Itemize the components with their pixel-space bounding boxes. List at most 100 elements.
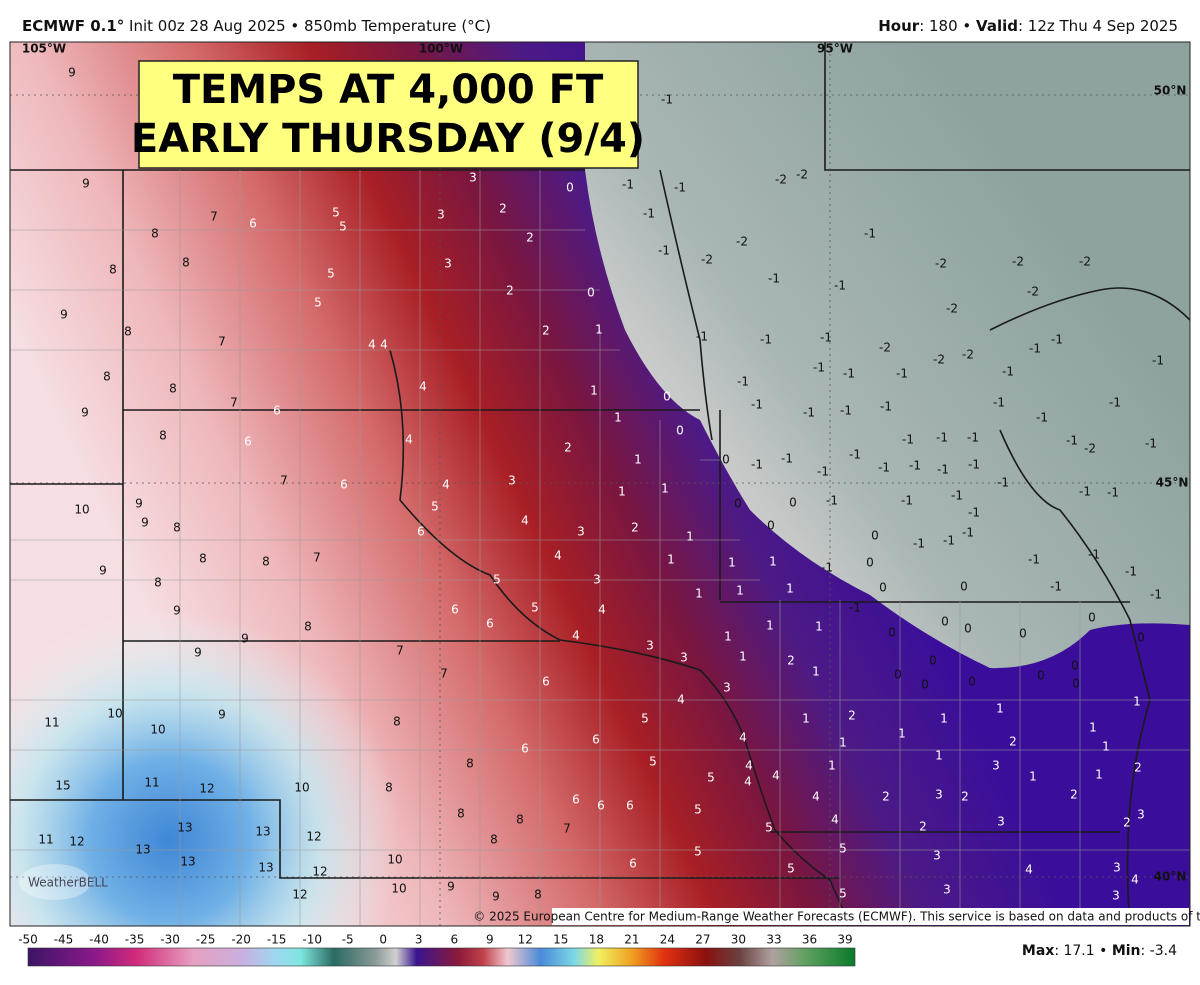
color-bar-tick-label: 27 (695, 933, 710, 947)
value-label: -1 (968, 458, 980, 472)
value-label: -1 (751, 398, 763, 412)
value-label: 13 (255, 825, 270, 839)
value-label: 10 (150, 723, 165, 737)
value-label: 1 (739, 650, 747, 664)
color-bar-tick-label: 0 (379, 933, 387, 947)
value-label: -1 (781, 452, 793, 466)
value-label: -1 (968, 506, 980, 520)
value-label: 1 (595, 323, 603, 337)
copyright-box (552, 908, 1189, 925)
value-label: -1 (1145, 437, 1157, 451)
value-label: 8 (151, 227, 159, 241)
color-bar-tick-label: 33 (766, 933, 781, 947)
value-label: 0 (1019, 627, 1027, 641)
value-label: 10 (107, 707, 122, 721)
value-label: 3 (943, 883, 951, 897)
value-label: 4 (745, 759, 753, 773)
color-bar-tick-label: 3 (415, 933, 423, 947)
value-label: 6 (542, 675, 550, 689)
lat-label: 45°N (1156, 476, 1189, 490)
value-label: -1 (1028, 553, 1040, 567)
value-label: 6 (249, 217, 257, 231)
value-label: 4 (572, 629, 580, 643)
value-label: 6 (244, 435, 252, 449)
value-label: -1 (937, 463, 949, 477)
valid-value: : 12z Thu 4 Sep 2025 (1017, 17, 1178, 35)
value-label: 4 (554, 549, 562, 563)
value-label: -1 (880, 400, 892, 414)
header-right: Hour: 180 • Valid: 12z Thu 4 Sep 2025 (878, 17, 1178, 35)
color-bar-tick-label: 24 (660, 933, 675, 947)
value-label: 2 (961, 790, 969, 804)
value-label: 5 (694, 845, 702, 859)
value-label: 1 (724, 630, 732, 644)
value-label: 5 (332, 206, 340, 220)
value-label: 12 (312, 865, 327, 879)
value-label: -1 (1036, 411, 1048, 425)
lat-label: 50°N (1154, 84, 1187, 98)
value-label: 5 (431, 500, 439, 514)
borders (10, 42, 1190, 926)
value-label: 9 (81, 406, 89, 420)
value-label: -1 (813, 361, 825, 375)
value-label: -2 (796, 168, 808, 182)
value-label: 3 (646, 639, 654, 653)
value-label: -1 (936, 431, 948, 445)
value-label: 9 (99, 564, 107, 578)
value-label: 0 (941, 615, 949, 629)
value-label: 4 (598, 603, 606, 617)
value-label: 6 (521, 742, 529, 756)
value-label: 1 (661, 482, 669, 496)
value-label: -1 (751, 458, 763, 472)
value-label: 6 (417, 525, 425, 539)
value-label: 9 (218, 708, 226, 722)
value-label: -1 (661, 93, 673, 107)
value-label: 5 (707, 771, 715, 785)
value-label: 5 (839, 887, 847, 901)
value-label: 4 (739, 731, 747, 745)
value-label: 3 (593, 573, 601, 587)
value-label: 4 (442, 478, 450, 492)
color-bar-ticks: -50 -45 -40 -35 -30 -25 -20 -15 -10 -5 0 3 6 9 12 15 18 2… (18, 933, 852, 947)
value-label: 1 (940, 712, 948, 726)
value-label: 5 (531, 601, 539, 615)
value-label: 5 (339, 220, 347, 234)
value-label: 12 (69, 835, 84, 849)
value-label: 2 (848, 709, 856, 723)
color-bar-tick-label: -40 (89, 933, 109, 947)
value-label: 9 (194, 646, 202, 660)
value-label: -1 (896, 367, 908, 381)
value-label: 0 (676, 424, 684, 438)
logo: WeatherBELL (28, 876, 108, 890)
value-label: 1 (614, 411, 622, 425)
value-label: -1 (993, 396, 1005, 410)
value-label: 2 (526, 231, 534, 245)
value-label: 0 (566, 181, 574, 195)
value-label: -1 (696, 330, 708, 344)
color-bar-tick-label: 6 (450, 933, 458, 947)
title-line: EARLY THURSDAY (9/4) (131, 116, 645, 162)
value-label: 0 (789, 496, 797, 510)
color-bar-tick-label: -45 (54, 933, 74, 947)
cool-region (585, 42, 1190, 669)
value-label: 2 (882, 790, 890, 804)
hour-value: : 180 • (919, 17, 977, 35)
value-label: -1 (1079, 485, 1091, 499)
value-label: 3 (437, 208, 445, 222)
title-box (138, 60, 639, 169)
value-label: 4 (677, 693, 685, 707)
value-label: 1 (1095, 768, 1103, 782)
lon-label: 105°W (22, 42, 66, 56)
color-bar-tick-label: 21 (624, 933, 639, 947)
value-label: -1 (1029, 342, 1041, 356)
value-label: 11 (38, 833, 53, 847)
value-label: -1 (843, 367, 855, 381)
value-label: 2 (1070, 788, 1078, 802)
color-bar-tick-label: -5 (342, 933, 354, 947)
value-label: 2 (787, 654, 795, 668)
value-label: 0 (767, 519, 775, 533)
value-label: 10 (294, 781, 309, 795)
value-label: 15 (55, 779, 70, 793)
value-label: 7 (440, 667, 448, 681)
color-bar-tick-label: -35 (125, 933, 145, 947)
